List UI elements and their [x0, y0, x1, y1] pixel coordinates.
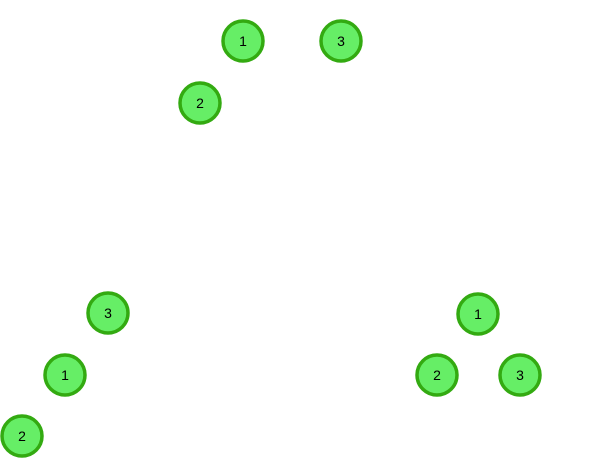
node-circle: [43, 353, 87, 397]
node-label: 3: [337, 33, 345, 49]
node-label: 1: [61, 367, 69, 383]
node-circle: [498, 353, 542, 397]
node-label: 3: [516, 367, 524, 383]
node-label: 3: [104, 305, 112, 321]
node-circle: [415, 353, 459, 397]
node-label: 2: [433, 367, 441, 383]
tree-bottom-right-node-3: 3: [498, 353, 542, 397]
tree-bottom-left: 3 1 2: [0, 291, 130, 458]
node-circle: [221, 19, 265, 63]
tree-top-node-1: 1: [221, 19, 265, 63]
tree-bottom-right-node-2: 2: [415, 353, 459, 397]
node-circle: [319, 19, 363, 63]
tree-top-node-3: 3: [319, 19, 363, 63]
node-label: 2: [196, 95, 204, 111]
node-circle: [178, 81, 222, 125]
tree-bottom-left-node-2: 2: [0, 414, 44, 458]
node-label: 2: [18, 428, 26, 444]
node-label: 1: [239, 33, 247, 49]
node-circle: [86, 291, 130, 335]
tree-top: 1 3 2: [178, 19, 363, 125]
tree-bottom-left-node-1: 1: [43, 353, 87, 397]
node-circle: [456, 292, 500, 336]
tree-bottom-right: 1 2 3: [415, 292, 542, 397]
tree-bottom-right-node-1: 1: [456, 292, 500, 336]
tree-top-node-2: 2: [178, 81, 222, 125]
node-label: 1: [474, 306, 482, 322]
node-circle: [0, 414, 44, 458]
tree-bottom-left-node-3: 3: [86, 291, 130, 335]
